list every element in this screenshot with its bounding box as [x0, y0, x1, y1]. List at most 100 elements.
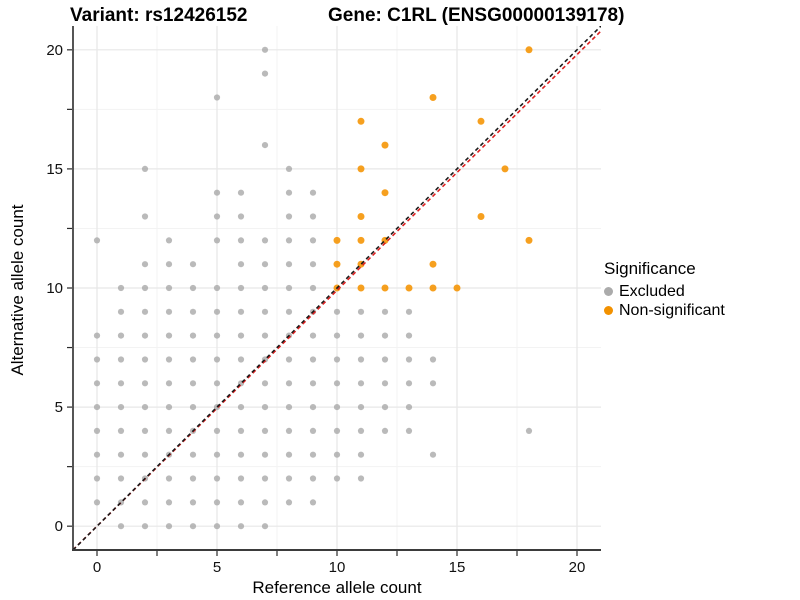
data-point	[381, 404, 389, 411]
data-point	[237, 451, 245, 458]
data-point	[285, 475, 293, 482]
data-point	[237, 237, 245, 244]
data-point	[285, 404, 293, 411]
data-point	[333, 260, 341, 268]
data-point	[525, 427, 533, 434]
data-point	[213, 356, 221, 363]
data-point	[141, 356, 149, 363]
data-point	[309, 404, 317, 411]
data-point	[357, 427, 365, 434]
data-point	[141, 499, 149, 506]
data-point	[141, 523, 149, 530]
data-point	[261, 308, 269, 315]
svg-text:10: 10	[329, 559, 346, 576]
data-point	[285, 427, 293, 434]
data-point	[285, 380, 293, 387]
data-point	[213, 284, 221, 292]
data-point	[165, 475, 173, 482]
data-point	[165, 427, 173, 434]
data-point	[93, 356, 101, 363]
data-point	[333, 356, 341, 363]
data-point	[117, 308, 125, 315]
data-point	[405, 380, 413, 387]
data-point	[189, 499, 197, 506]
data-point	[285, 284, 293, 292]
data-point	[381, 356, 389, 363]
data-point	[309, 427, 317, 434]
data-point	[213, 451, 221, 458]
data-point	[213, 213, 221, 220]
data-point	[381, 427, 389, 434]
data-point	[501, 165, 509, 173]
data-point	[117, 523, 125, 530]
svg-text:15: 15	[449, 559, 466, 576]
nonsignificant-point-icon	[604, 306, 613, 315]
svg-text:15: 15	[46, 161, 63, 178]
data-point	[357, 356, 365, 363]
data-point	[117, 451, 125, 458]
data-point	[285, 499, 293, 506]
svg-text:5: 5	[213, 559, 221, 576]
data-point	[285, 451, 293, 458]
data-point	[309, 332, 317, 339]
data-point	[213, 523, 221, 530]
data-point	[213, 237, 221, 244]
data-point	[189, 404, 197, 411]
data-point	[237, 427, 245, 434]
data-point	[165, 356, 173, 363]
data-point	[261, 427, 269, 434]
identity-line	[73, 26, 601, 550]
data-point	[381, 308, 389, 315]
data-point	[357, 284, 365, 292]
data-point	[357, 404, 365, 411]
data-point	[453, 284, 461, 292]
data-point	[285, 189, 293, 196]
data-point	[141, 261, 149, 268]
data-point	[405, 284, 413, 292]
data-point	[525, 46, 533, 54]
data-point	[477, 213, 485, 220]
data-point	[93, 380, 101, 387]
data-point	[141, 404, 149, 411]
data-point	[237, 308, 245, 315]
data-point	[141, 284, 149, 292]
data-point	[237, 523, 245, 530]
data-point	[309, 213, 317, 220]
data-point	[93, 451, 101, 458]
data-point	[237, 475, 245, 482]
data-point	[261, 332, 269, 339]
variant-title: Variant: rs12426152	[70, 5, 248, 26]
legend-item-nonsignificant: Non-significant	[604, 301, 725, 320]
data-point	[357, 117, 365, 125]
data-point	[381, 332, 389, 339]
axis-ticks	[67, 49, 578, 556]
data-point	[189, 261, 197, 268]
data-point	[189, 308, 197, 315]
legend-item-label: Excluded	[619, 282, 685, 300]
data-point	[333, 308, 341, 315]
data-point	[381, 284, 389, 292]
data-point	[333, 404, 341, 411]
data-point	[285, 165, 293, 172]
data-point	[261, 261, 269, 268]
data-point	[117, 404, 125, 411]
data-point	[213, 380, 221, 387]
data-point	[261, 475, 269, 482]
data-point	[429, 260, 437, 268]
data-point	[429, 356, 437, 363]
data-point	[237, 189, 245, 196]
data-point	[141, 308, 149, 315]
legend-title: Significance	[604, 259, 696, 278]
data-point	[213, 499, 221, 506]
axis-tick-labels: 0 5 10 15 20 0 5 10 15 20	[46, 42, 585, 576]
svg-text:0: 0	[55, 518, 63, 535]
data-point	[357, 236, 365, 244]
data-point	[309, 451, 317, 458]
y-axis-title: Alternative allele count	[8, 204, 27, 376]
data-point	[357, 332, 365, 339]
data-point	[141, 213, 149, 220]
data-point	[357, 475, 365, 482]
data-point	[405, 404, 413, 411]
data-point	[309, 237, 317, 244]
data-point	[141, 380, 149, 387]
